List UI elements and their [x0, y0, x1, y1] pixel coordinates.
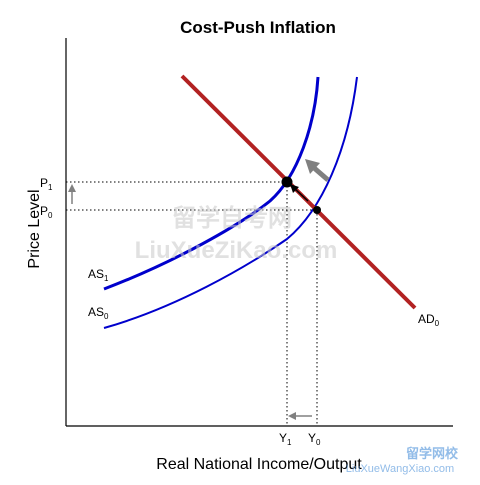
as0-curve	[103, 76, 358, 329]
corner-watermark-cn: 留学网校	[406, 446, 459, 461]
p1-tick-label: P1	[40, 176, 53, 192]
ad-movement-arrowhead	[290, 184, 299, 193]
as1-curve	[103, 76, 320, 291]
diagram-title: Cost-Push Inflation	[180, 18, 336, 37]
equilibrium-point-0	[313, 206, 321, 214]
watermark-text-en: LiuXueZiKao.com	[135, 237, 338, 264]
ad-movement-arrow	[293, 187, 309, 202]
equilibrium-point-1	[281, 176, 293, 188]
output-fall-arrowhead	[288, 412, 296, 420]
x-axis-label: Real National Income/Output	[156, 456, 362, 473]
y-axis-label: Price Level	[26, 189, 43, 268]
y1-tick-label: Y1	[279, 431, 292, 447]
ad0-label: AD0	[418, 312, 440, 328]
as1-label: AS1	[88, 267, 109, 283]
as-shift-arrow	[311, 165, 330, 182]
corner-watermark-en: LiuXueWangXiao.com	[346, 463, 454, 475]
watermark-text-cn: 留学自考网	[172, 204, 292, 232]
y0-tick-label: Y0	[308, 431, 321, 447]
as0-label: AS0	[88, 305, 109, 321]
as-shift-arrowhead	[305, 159, 320, 174]
p0-tick-label: P0	[40, 204, 53, 220]
price-rise-arrowhead	[68, 184, 76, 192]
